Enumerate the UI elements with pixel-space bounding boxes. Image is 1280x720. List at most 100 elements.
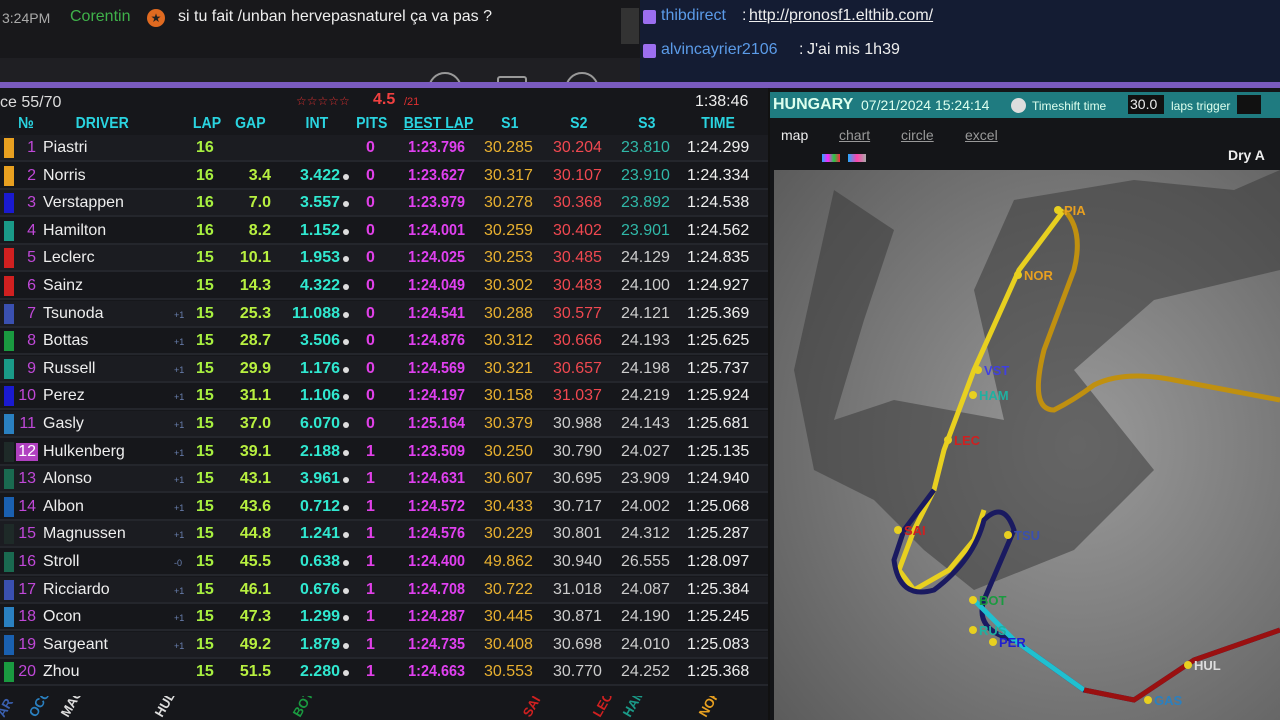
lap-delta: +1 [174, 364, 185, 375]
table-row[interactable]: 3 Verstappen 16 7.0 3.557 0 1:23.979 30.278 30.3… [0, 190, 768, 218]
sector-2: 30.717 [553, 497, 602, 515]
chat-link[interactable]: http://pronosf1.elthib.com/ [749, 7, 934, 24]
color-toggle-icon[interactable] [822, 154, 840, 162]
track-segment [972, 598, 1086, 693]
tab-map[interactable]: map [781, 127, 809, 143]
team-color-bar [4, 607, 14, 628]
car-marker[interactable] [944, 436, 952, 444]
sector-3: 24.198 [621, 359, 670, 377]
car-marker[interactable] [1014, 271, 1022, 279]
sector-2: 30.695 [553, 470, 602, 488]
tab-chart[interactable]: chart [839, 127, 871, 143]
sector-3: 24.193 [621, 332, 670, 350]
interval-value: 1.241 [299, 525, 340, 543]
table-row[interactable]: 9 Russell +1 15 29.9 1.176 0 1:24.569 30.321 30.6… [0, 355, 768, 383]
sector-2: 30.402 [553, 221, 602, 239]
driver-name: Ocon [43, 608, 82, 626]
lap-delta: +1 [174, 640, 185, 651]
position: 19 [18, 635, 36, 653]
table-row[interactable]: 14 Albon +1 15 43.6 0.712 1 1:24.572 30.433 30.71… [0, 494, 768, 521]
pit-count: 0 [366, 359, 375, 377]
driver-name: Ricciardo [43, 580, 110, 598]
table-row[interactable]: 18 Ocon +1 15 47.3 1.299 1 1:24.287 30.445 30.871… [0, 604, 768, 632]
car-marker[interactable] [974, 366, 982, 374]
table-row[interactable]: 12 Hulkenberg +1 15 39.1 2.188 1 1:23.509 30.250… [0, 439, 768, 466]
table-row[interactable]: 10 Perez +1 15 31.1 1.106 0 1:24.197 30.158 31.03… [0, 383, 768, 411]
rating-stars[interactable]: ☆☆☆☆☆ [296, 94, 350, 108]
driver-name: Stroll [43, 553, 80, 570]
team-color-bar [4, 441, 14, 462]
car-marker[interactable] [989, 638, 997, 646]
table-row[interactable]: 8 Bottas +1 15 28.7 3.506 0 1:24.876 30.312 30.66… [0, 328, 768, 356]
table-row[interactable]: 2 Norris 16 3.4 3.422 0 1:23.627 30.317 30.107 23… [0, 163, 768, 190]
chat-scrollbar[interactable] [621, 8, 639, 44]
tab-circle[interactable]: circle [901, 127, 934, 143]
sector-2: 30.801 [553, 525, 602, 543]
car-marker[interactable] [1054, 206, 1062, 214]
table-row[interactable]: 17 Ricciardo +1 15 46.1 0.676 1 1:24.708 30.722 3… [0, 576, 768, 604]
table-row[interactable]: 13 Alonso +1 15 43.1 3.961 1 1:24.631 30.607 30.6… [0, 466, 768, 494]
timeshift-input[interactable]: 30.0 [1128, 95, 1164, 114]
interval-value: 1.152 [299, 221, 340, 239]
table-row[interactable]: 7 Tsunoda +1 15 25.3 11.088 0 1:24.541 30.288 30.… [0, 300, 768, 328]
car-marker[interactable] [1184, 661, 1192, 669]
team-color-bar [4, 552, 14, 572]
table-row[interactable]: 1 Piastri 16 0 1:23.796 30.285 30.204 23.810 1:2… [0, 135, 768, 162]
table-row[interactable]: 19 Sargeant +1 15 49.2 1.879 1 1:24.735 30.408 30… [0, 631, 768, 659]
col-best-lap[interactable]: BEST LAP [403, 115, 474, 132]
car-marker[interactable] [969, 391, 977, 399]
driver-name: Zhou [43, 663, 80, 681]
car-marker[interactable] [969, 596, 977, 604]
table-row[interactable]: 11 Gasly +1 15 37.0 6.070 0 1:25.164 30.379 30.98… [0, 411, 768, 438]
color-toggle-icon[interactable] [848, 154, 866, 162]
sector-1: 30.607 [484, 470, 533, 488]
rating-count: /21 [404, 96, 420, 108]
position: 10 [18, 387, 36, 405]
country: HUNGARY [773, 96, 854, 113]
car-marker[interactable] [1004, 531, 1012, 539]
sector-2: 30.988 [553, 415, 602, 432]
position: 15 [18, 525, 36, 543]
tab-excel[interactable]: excel [965, 127, 998, 143]
last-lap-time: 1:25.737 [687, 359, 750, 377]
best-lap: 1:24.001 [408, 221, 466, 239]
driver-name: Perez [43, 387, 85, 405]
label-mark: OCO [26, 696, 54, 720]
laps-trigger-input[interactable] [1237, 95, 1261, 114]
chat-username[interactable]: thibdirect [661, 7, 726, 24]
label-mark: HAM [620, 696, 648, 720]
sector-1: 30.250 [484, 442, 533, 460]
pause-icon[interactable] [1011, 98, 1026, 113]
chat-input[interactable] [0, 58, 640, 84]
table-row[interactable]: 6 Sainz 15 14.3 4.322 0 1:24.049 30.302 30.483 24… [0, 273, 768, 300]
last-lap-time: 1:24.299 [687, 139, 750, 156]
table-row[interactable]: 15 Magnussen +1 15 44.8 1.241 1 1:24.576 30.229 3… [0, 521, 768, 549]
team-color-bar [4, 579, 14, 600]
sector-3: 24.190 [621, 608, 670, 626]
chat-username[interactable]: Corentin [70, 8, 131, 25]
label-mark: SAI [520, 696, 544, 720]
team-color-bar [4, 193, 14, 214]
table-row[interactable]: 4 Hamilton 16 8.2 1.152 0 1:24.001 30.259 30.402… [0, 218, 768, 245]
chat-username[interactable]: alvincayrier2106 [661, 41, 778, 58]
sector-3: 23.909 [621, 470, 670, 488]
pit-count: 0 [366, 249, 375, 267]
interval-value: 6.070 [299, 415, 340, 432]
table-row[interactable]: 16 Stroll -0 15 45.5 0.638 1 1:24.400 49.862 30.9… [0, 549, 768, 576]
pit-count: 0 [366, 387, 375, 405]
status-dot-icon [343, 339, 349, 346]
best-lap: 1:24.572 [408, 497, 466, 515]
position: 20 [18, 663, 36, 681]
car-marker[interactable] [894, 526, 902, 534]
car-marker[interactable] [969, 626, 977, 634]
table-row[interactable]: 5 Leclerc 15 10.1 1.953 0 1:24.025 30.253 30.485… [0, 245, 768, 273]
car-marker[interactable] [1144, 696, 1152, 704]
last-lap-time: 1:25.369 [687, 304, 750, 322]
timeshift-label: Timeshift time [1032, 99, 1107, 113]
lap-count: 15 [196, 553, 214, 570]
table-row[interactable]: 20 Zhou 15 51.5 2.280 1 1:24.663 30.553 30.770 24… [0, 659, 768, 687]
sector-3: 24.027 [621, 442, 670, 460]
status-dot-icon [343, 422, 349, 428]
chat-panel-right: thibdirect : http://pronosf1.elthib.com/… [640, 0, 1280, 84]
